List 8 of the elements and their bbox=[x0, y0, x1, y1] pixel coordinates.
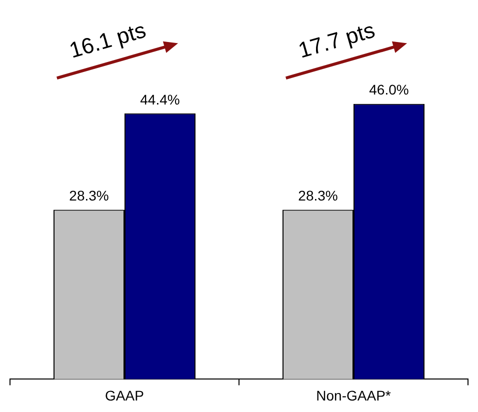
data-label: 44.4% bbox=[140, 91, 180, 108]
x-tick-label: GAAP bbox=[105, 387, 144, 404]
x-tick-label: Non-GAAP* bbox=[316, 387, 392, 404]
text: 16.1 pts bbox=[66, 17, 148, 64]
data-label: 28.3% bbox=[298, 188, 338, 204]
data-label: 46.0% bbox=[369, 82, 409, 98]
text: 17.7 pts bbox=[295, 17, 378, 64]
data-label: 28.3% bbox=[69, 188, 109, 204]
